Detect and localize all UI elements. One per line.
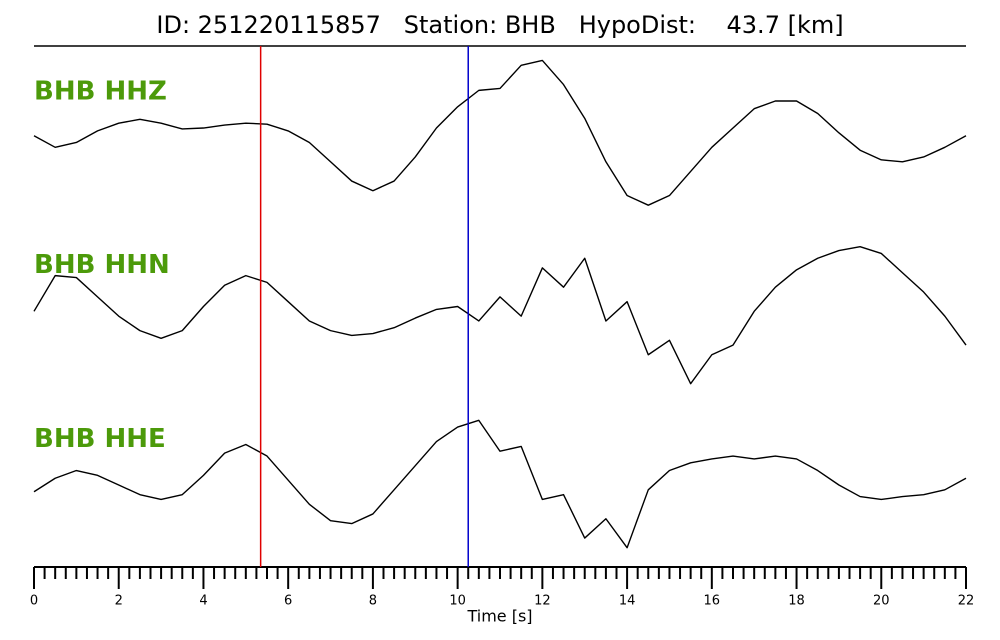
x-tick-label: 10 <box>449 594 466 609</box>
x-tick-label: 0 <box>30 594 38 609</box>
x-tick-label: 8 <box>369 594 377 609</box>
trace <box>33 59 967 206</box>
trace <box>33 419 967 549</box>
x-tick-label: 6 <box>284 594 292 609</box>
x-tick-label: 12 <box>534 594 551 609</box>
x-tick-label: 2 <box>115 594 123 609</box>
x-axis-label: Time [s] <box>466 607 532 626</box>
x-tick-label: 4 <box>199 594 207 609</box>
trace-label: BHB HHN <box>34 250 170 280</box>
x-tick-label: 18 <box>788 594 805 609</box>
x-tick-label: 16 <box>704 594 721 609</box>
chart-title: ID: 251220115857 Station: BHB HypoDist: … <box>156 11 843 39</box>
x-tick-label: 22 <box>958 594 975 609</box>
trace <box>33 245 967 385</box>
trace-label: BHB HHZ <box>34 77 167 107</box>
x-tick-label: 20 <box>873 594 890 609</box>
trace-label: BHB HHE <box>34 424 166 454</box>
x-tick-label: 14 <box>619 594 636 609</box>
